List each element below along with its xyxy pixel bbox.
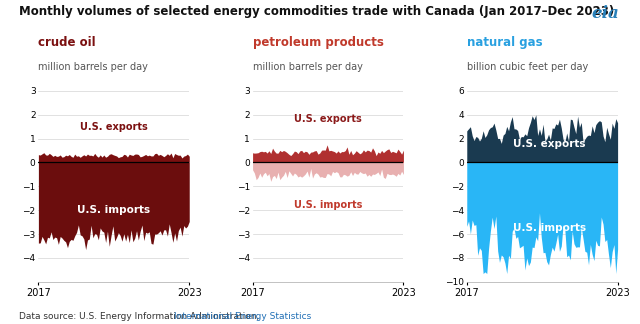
Text: natural gas: natural gas	[467, 36, 542, 49]
Text: International Energy Statistics: International Energy Statistics	[174, 312, 311, 321]
Text: Monthly volumes of selected energy commodities trade with Canada (Jan 2017–Dec 2: Monthly volumes of selected energy commo…	[19, 5, 614, 18]
Text: million barrels per day: million barrels per day	[253, 62, 362, 72]
Text: U.S. imports: U.S. imports	[513, 223, 586, 233]
Text: U.S. exports: U.S. exports	[294, 114, 362, 124]
Text: Data source: U.S. Energy Information Administration,: Data source: U.S. Energy Information Adm…	[19, 312, 262, 321]
Text: million barrels per day: million barrels per day	[38, 62, 148, 72]
Text: crude oil: crude oil	[38, 36, 96, 49]
Text: U.S. imports: U.S. imports	[294, 201, 362, 210]
Text: petroleum products: petroleum products	[253, 36, 383, 49]
Text: eia: eia	[592, 5, 620, 22]
Text: U.S. imports: U.S. imports	[77, 205, 150, 215]
Text: U.S. exports: U.S. exports	[513, 140, 586, 149]
Text: billion cubic feet per day: billion cubic feet per day	[467, 62, 588, 72]
Text: U.S. exports: U.S. exports	[80, 122, 148, 132]
